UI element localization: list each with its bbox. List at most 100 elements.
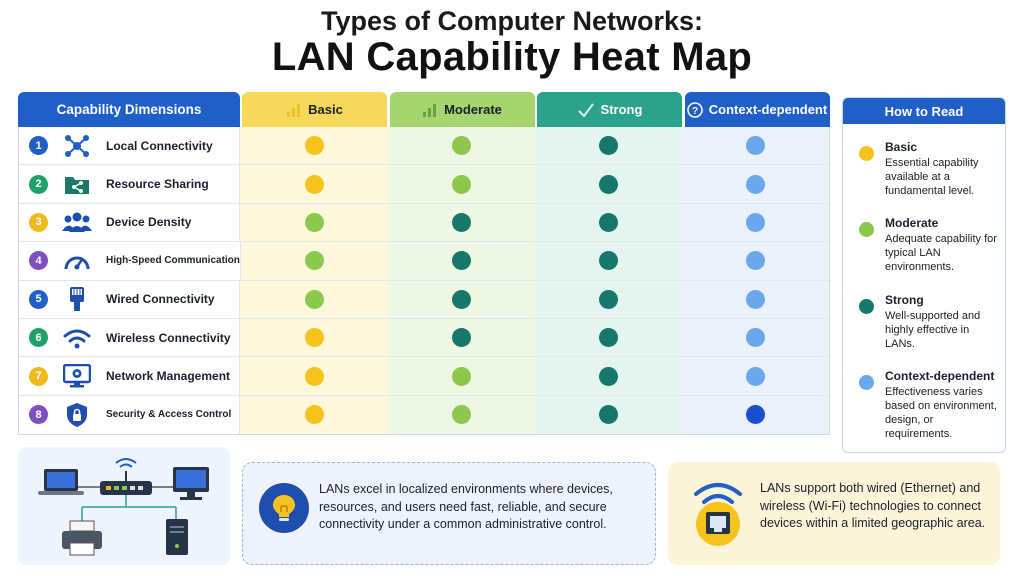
rating-dot-strong xyxy=(598,251,618,271)
rating-dot-strong xyxy=(598,289,618,309)
rating-dot-context xyxy=(745,289,765,309)
heat-cell xyxy=(534,395,682,435)
column-header-context-dependent: ? Context-dependent xyxy=(684,92,830,127)
rating-dot-basic xyxy=(304,328,324,348)
heat-cell xyxy=(681,280,830,318)
heat-cell xyxy=(240,127,388,165)
dimensions-header: Capability Dimensions xyxy=(18,92,240,127)
dimension-label: Wired Connectivity xyxy=(106,292,215,307)
legend-item-desc: Well-supported and highly effective in L… xyxy=(885,310,981,350)
rating-dot-strong xyxy=(451,251,471,271)
column-header-label: Context-dependent xyxy=(708,102,828,117)
table-row: 4 High-Speed Communication xyxy=(19,242,829,281)
table-row: 1 Local Connectivity xyxy=(19,127,830,166)
server-tower-icon xyxy=(166,519,188,555)
legend-item-desc: Effectiveness varies based on environmen… xyxy=(885,386,997,440)
heat-cell xyxy=(240,280,388,318)
heat-cell xyxy=(240,203,388,242)
dimension-cell: 7 Network Management xyxy=(19,357,241,395)
row-number-badge: 2 xyxy=(29,174,48,194)
heat-cell xyxy=(240,242,388,280)
rating-dot-moderate xyxy=(451,136,471,156)
info-text-wired-wireless: LANs support both wired (Ethernet) and w… xyxy=(760,481,986,530)
table-row: 3 Device Density xyxy=(19,203,830,243)
rating-dot-context xyxy=(745,174,765,194)
legend-panel: How to Read Basic Essential capability av… xyxy=(842,97,1006,453)
rating-dot-basic xyxy=(304,366,324,386)
table-row: 7 Network Management xyxy=(19,357,830,396)
row-number-badge: 5 xyxy=(29,289,48,309)
heat-cell xyxy=(681,165,830,203)
heat-cell xyxy=(240,318,388,357)
legend-item-desc: Essential capability available at a fund… xyxy=(885,157,979,197)
rating-dot-basic xyxy=(304,136,324,156)
heat-cell xyxy=(681,127,830,165)
laptop-icon xyxy=(38,469,84,495)
desktop-monitor-icon xyxy=(173,467,209,500)
rating-dot-context xyxy=(745,366,765,386)
dimension-label: High-Speed Communication xyxy=(106,255,240,267)
rating-dot-context xyxy=(745,136,765,156)
title-line-2: LAN Capability Heat Map xyxy=(271,35,753,79)
legend-item-title: Moderate xyxy=(885,216,939,230)
lightbulb-icon xyxy=(259,483,309,533)
heat-cell xyxy=(387,203,535,242)
moderate-bars-icon xyxy=(422,103,438,117)
legend-dot xyxy=(859,146,874,161)
info-box-localized: LANs excel in localized environments whe… xyxy=(242,462,656,565)
rating-dot-strong xyxy=(451,289,471,309)
rating-dot-strong xyxy=(598,212,618,232)
legend-item: Strong Well-supported and highly effectiv… xyxy=(859,293,999,351)
heat-cell xyxy=(534,318,682,357)
heat-cell xyxy=(387,127,535,165)
title-line-1: Types of Computer Networks: xyxy=(320,6,704,36)
heat-cell xyxy=(387,318,535,357)
table-row: 6 Wireless Connectivity xyxy=(19,318,830,358)
legend-dot xyxy=(859,299,874,314)
connection-lines xyxy=(78,486,177,521)
dimension-label: Network Management xyxy=(106,369,231,384)
column-header-label: Moderate xyxy=(444,102,502,117)
rating-dot-moderate xyxy=(451,405,471,425)
legend-item-desc: Adequate capability for typical LAN envi… xyxy=(885,233,997,273)
dimension-label: Wireless Connectivity xyxy=(106,330,231,345)
rating-dot-context xyxy=(745,212,765,232)
column-header-label: Basic xyxy=(308,102,343,117)
heat-cell xyxy=(387,357,535,395)
table-row: 5 Wired Connectivity xyxy=(19,280,830,319)
dimension-cell: 2 Resource Sharing xyxy=(19,165,241,203)
heat-cell xyxy=(534,280,682,318)
ethernet-plug-icon xyxy=(62,286,92,312)
rating-dot-strong xyxy=(598,405,618,425)
legend-dot xyxy=(859,222,874,237)
heat-cell xyxy=(534,127,682,165)
row-number-badge: 8 xyxy=(29,405,48,425)
row-number-badge: 7 xyxy=(29,366,48,386)
column-header-strong: Strong xyxy=(537,92,682,127)
legend-item: Context-dependent Effectiveness varies ba… xyxy=(859,369,999,441)
heat-cell xyxy=(534,203,682,242)
column-header-moderate: Moderate xyxy=(389,92,535,127)
rating-dot-strong xyxy=(451,212,471,232)
legend-title: How to Read xyxy=(843,98,1005,124)
users-group-icon xyxy=(62,209,92,235)
heat-cell xyxy=(681,242,829,280)
printer-icon xyxy=(62,520,102,556)
heat-cell xyxy=(681,357,830,395)
heat-cell xyxy=(387,280,535,318)
dimension-cell: 1 Local Connectivity xyxy=(19,127,241,165)
heatmap-rows: 1 Local Connectivity 2 Resource Sharing 3 Dev… xyxy=(18,127,830,436)
rating-dot-strong xyxy=(598,174,618,194)
heat-cell xyxy=(534,357,682,395)
legend-item-title: Basic xyxy=(885,140,918,154)
row-number-badge: 3 xyxy=(29,212,48,232)
rating-dot-basic xyxy=(304,405,324,425)
legend-item: Basic Essential capability available at a… xyxy=(859,140,999,198)
dimension-cell: 4 High-Speed Communication xyxy=(19,242,241,280)
rating-dot-moderate xyxy=(451,174,471,194)
table-row: 2 Resource Sharing xyxy=(19,165,830,204)
rating-dot-strong xyxy=(598,328,618,348)
rating-dot-context xyxy=(745,328,765,348)
rating-dot-strong xyxy=(451,328,471,348)
dimension-cell: 8 Security & Access Control xyxy=(19,395,241,435)
